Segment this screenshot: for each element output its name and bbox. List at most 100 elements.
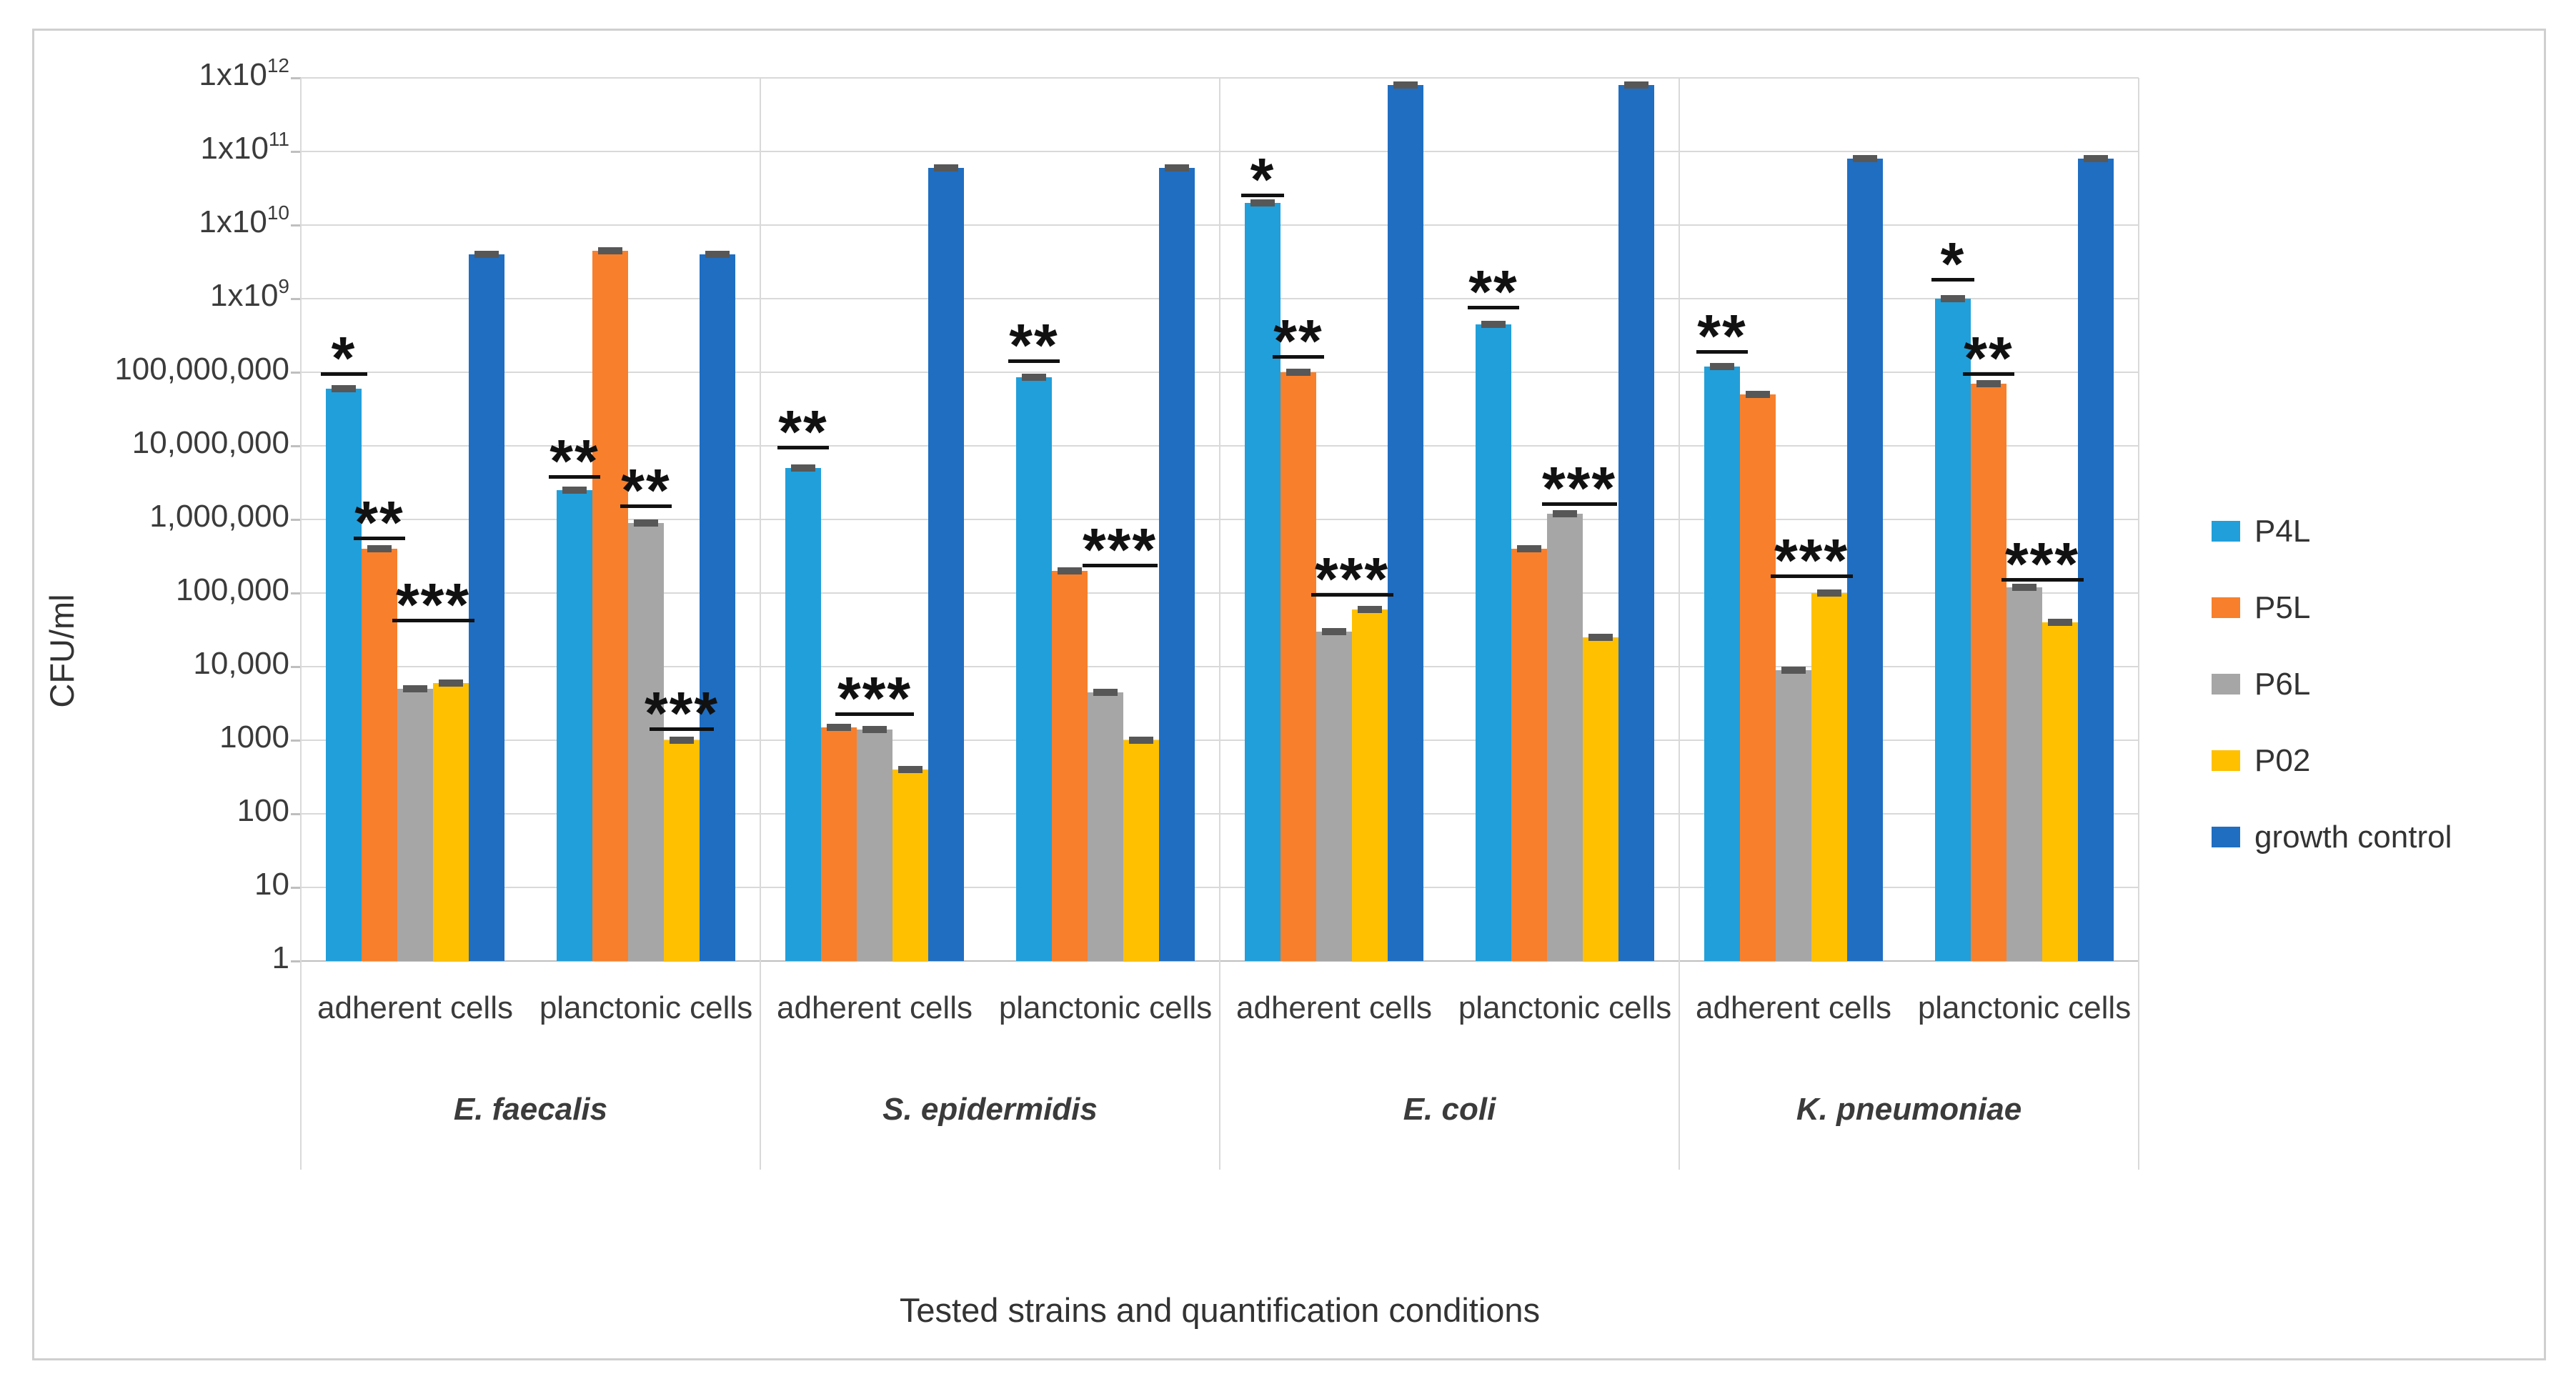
significance-line (320, 372, 367, 376)
error-bar-cap (2048, 618, 2072, 626)
error-bar-cap (1358, 605, 1382, 613)
y-axis-tick (291, 740, 301, 742)
y-tick-label: 10 (254, 867, 289, 902)
legend-label: growth control (2254, 819, 2452, 855)
y-tick-label: 100 (237, 793, 289, 828)
bar-P5L (362, 548, 397, 961)
significance-line (1931, 278, 1974, 282)
error-bar-cap (934, 164, 958, 171)
legend-item-P6L: P6L (2212, 646, 2452, 722)
bar-P5L (821, 727, 857, 961)
significance-marker: ** (1468, 257, 1518, 325)
error-bar-cap (862, 725, 887, 733)
error-bar-cap (367, 544, 392, 552)
category-label: planctonic cells (539, 990, 753, 1025)
significance-marker: * (331, 324, 357, 392)
significance-line (835, 712, 914, 716)
legend-label: P6L (2254, 666, 2311, 702)
error-bar-cap (1250, 199, 1275, 206)
y-axis-tick (291, 813, 301, 815)
legend-swatch (2212, 597, 2240, 618)
panel-separator (1219, 78, 1220, 1170)
significance-line (1962, 372, 2015, 376)
significance-line (777, 446, 830, 449)
y-axis-tick (291, 592, 301, 594)
y-axis-tick (291, 445, 301, 447)
significance-line (548, 474, 601, 479)
legend-swatch (2212, 521, 2240, 542)
bar-P02 (892, 769, 928, 961)
error-bar-cap (1853, 154, 1877, 162)
significance-marker: *** (1774, 526, 1849, 594)
significance-line (1311, 593, 1393, 597)
bar-P4L (1016, 377, 1052, 961)
bar-P6L (1776, 669, 1811, 961)
bar-P6L (1316, 631, 1352, 961)
error-bar-cap (439, 679, 463, 687)
category-label: planctonic cells (998, 990, 1213, 1025)
error-bar-cap (1322, 627, 1346, 635)
error-bar-cap (474, 250, 499, 258)
category-label: adherent cells (777, 990, 973, 1025)
bar-P5L (1971, 383, 2006, 961)
error-bar-cap (1710, 362, 1734, 370)
y-axis-tick (291, 224, 301, 226)
bar-P6L (397, 689, 433, 961)
y-axis-tick (291, 666, 301, 668)
significance-marker: ** (354, 489, 404, 557)
bar-growth-control (1388, 84, 1423, 961)
category-label: planctonic cells (1458, 990, 1672, 1025)
bar-P6L (1088, 692, 1123, 961)
bar-P6L (1547, 513, 1583, 961)
error-bar-cap (1588, 634, 1613, 641)
error-bar-cap (1393, 81, 1418, 89)
bar-P4L (1476, 324, 1511, 961)
bar-P5L (1511, 548, 1547, 961)
significance-marker: ** (1964, 324, 2014, 392)
legend-item-P02: P02 (2212, 722, 2452, 799)
error-bar-cap (1781, 666, 1806, 674)
bar-P5L (1052, 570, 1088, 961)
group-label-strain: S. epidermidis (882, 1092, 1098, 1127)
significance-marker: ** (1273, 307, 1323, 375)
significance-marker: *** (1082, 516, 1158, 583)
y-tick-label: 1x109 (210, 275, 289, 313)
bar-P02 (2042, 622, 2078, 961)
error-bar-cap (791, 464, 815, 472)
legend: P4L P5L P6L P02 growth control (2212, 493, 2452, 875)
bar-P6L (2006, 587, 2042, 961)
error-bar-cap (705, 250, 730, 258)
bar-P5L (592, 250, 628, 961)
y-tick-label: 1x1012 (199, 54, 289, 92)
panel-separator (2138, 78, 2139, 1170)
bar-P4L (326, 388, 362, 961)
error-bar-cap (2084, 154, 2108, 162)
legend-swatch (2212, 750, 2240, 771)
significance-line (1008, 359, 1060, 363)
bar-P6L (857, 729, 892, 961)
significance-marker: * (1940, 230, 1966, 298)
bar-growth-control (469, 254, 504, 961)
significance-marker: ** (1697, 302, 1747, 369)
bar-growth-control (700, 254, 735, 961)
error-bar-cap (332, 384, 356, 392)
error-bar-cap (634, 519, 658, 527)
y-tick-label: 1x1010 (199, 201, 289, 239)
significance-marker: *** (1541, 454, 1617, 522)
error-bar-cap (1517, 544, 1541, 552)
y-tick-label: 100,000 (175, 572, 289, 607)
significance-line (1770, 574, 1853, 578)
error-bar-cap (1022, 374, 1046, 382)
bar-P02 (1583, 637, 1618, 961)
y-axis-tick (291, 372, 301, 374)
error-bar-cap (1058, 567, 1082, 574)
legend-label: P5L (2254, 589, 2311, 625)
bar-P02 (664, 740, 700, 961)
error-bar-cap (2012, 583, 2037, 591)
bar-growth-control (1618, 84, 1654, 961)
significance-marker: ** (621, 456, 671, 524)
significance-line (392, 618, 474, 622)
bar-P02 (1811, 593, 1847, 961)
significance-line (1467, 305, 1520, 309)
